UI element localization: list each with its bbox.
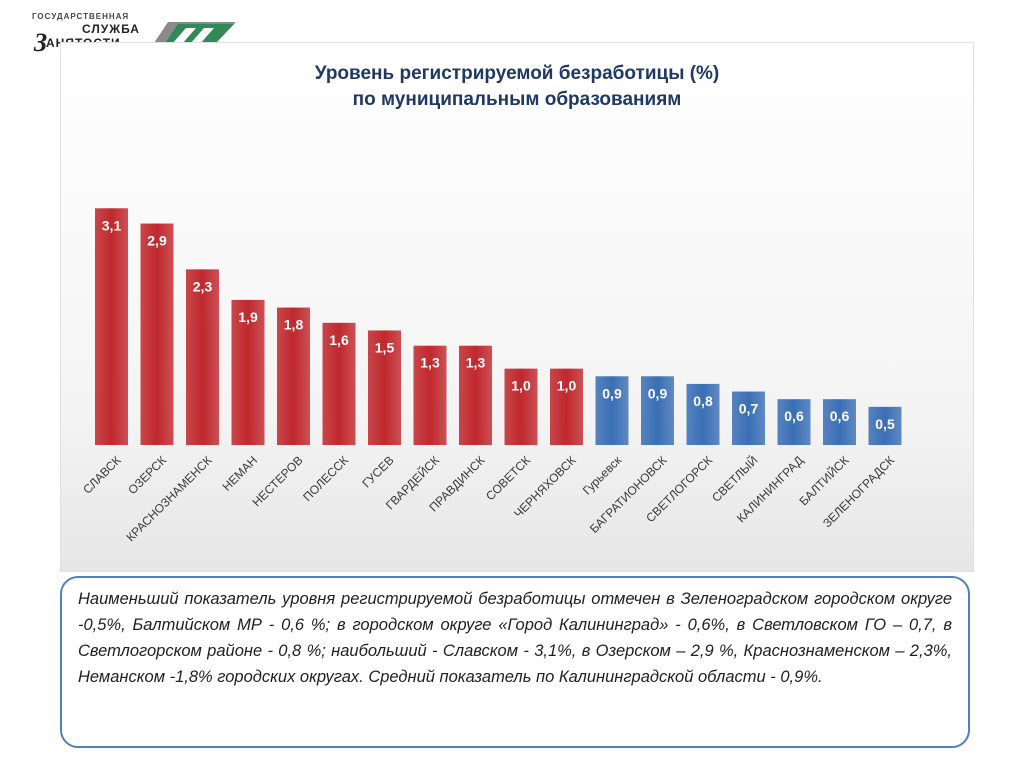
chart-panel: Уровень регистрируемой безработицы (%) п…: [60, 42, 974, 572]
bar-10: [504, 368, 538, 445]
bar-18: [868, 406, 902, 445]
data-label-11: 1,0: [557, 378, 577, 394]
category-label-12: Гурьевск: [580, 453, 625, 498]
data-label-10: 1,0: [511, 378, 531, 394]
data-label-3: 2,3: [193, 278, 213, 294]
bar-8: [413, 345, 447, 445]
bar-4: [231, 299, 265, 445]
category-label-13: БАГРАТИОНОВСК: [587, 453, 670, 536]
bar-9: [459, 345, 492, 445]
summary-text: Наименьший показатель уровня регистрируе…: [78, 590, 952, 686]
bar-7: [368, 330, 401, 445]
data-label-4: 1,9: [238, 309, 258, 325]
logo-line2: СЛУЖБА: [82, 22, 140, 36]
bar-11: [550, 368, 583, 445]
logo-initial: З: [34, 28, 48, 57]
category-label-6: ПОЛЕССК: [300, 453, 351, 504]
summary-note: Наименьший показатель уровня регистрируе…: [60, 576, 970, 748]
data-label-9: 1,3: [466, 355, 486, 371]
data-label-6: 1,6: [329, 332, 349, 348]
data-label-14: 0,8: [693, 393, 713, 409]
bar-15: [732, 391, 765, 445]
bar-chart: 3,1 СЛАВСК 2,9 ОЗЕРСК 2,3 КРАСНОЗНАМЕНСК 1,9 НЕ…: [80, 208, 902, 544]
chart-title: Уровень регистрируемой безработицы (%): [314, 63, 720, 84]
data-label-15: 0,7: [739, 401, 759, 417]
bar-12: [595, 376, 629, 445]
data-label-2: 2,9: [147, 233, 167, 249]
bar-6: [322, 322, 356, 445]
data-label-17: 0,6: [830, 408, 850, 424]
data-label-18: 0,5: [875, 416, 895, 432]
category-label-4: НЕМАН: [220, 453, 261, 494]
bar-1: [95, 208, 128, 445]
bar-14: [686, 383, 720, 445]
data-label-13: 0,9: [648, 385, 668, 401]
category-label-3: КРАСНОЗНАМЕНСК: [124, 453, 215, 544]
bar-5: [277, 307, 310, 445]
bar-3: [186, 269, 219, 445]
data-label-5: 1,8: [284, 317, 304, 333]
category-label-7: ГУСЕВ: [359, 453, 396, 490]
bar-13: [641, 376, 674, 445]
category-label-1: СЛАВСК: [80, 453, 123, 496]
logo-line1: ГОСУДАРСТВЕННАЯ: [32, 12, 130, 21]
data-label-16: 0,6: [784, 408, 804, 424]
chart-subtitle: по муниципальным образованиям: [352, 89, 682, 110]
data-label-8: 1,3: [420, 355, 440, 371]
bar-16: [777, 399, 811, 445]
data-label-1: 3,1: [102, 217, 122, 233]
bar-17: [823, 399, 856, 445]
data-label-7: 1,5: [375, 339, 395, 355]
data-label-12: 0,9: [602, 385, 622, 401]
bar-2: [140, 223, 174, 445]
category-label-2: ОЗЕРСК: [125, 453, 169, 497]
